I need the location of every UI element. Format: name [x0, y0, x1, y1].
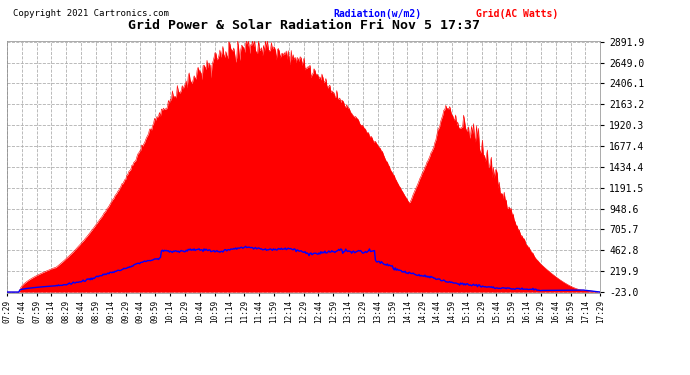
- Text: Copyright 2021 Cartronics.com: Copyright 2021 Cartronics.com: [13, 9, 169, 18]
- Text: Radiation(w/m2): Radiation(w/m2): [333, 9, 422, 19]
- Text: Grid Power & Solar Radiation Fri Nov 5 17:37: Grid Power & Solar Radiation Fri Nov 5 1…: [128, 19, 480, 32]
- Text: Grid(AC Watts): Grid(AC Watts): [475, 9, 558, 19]
